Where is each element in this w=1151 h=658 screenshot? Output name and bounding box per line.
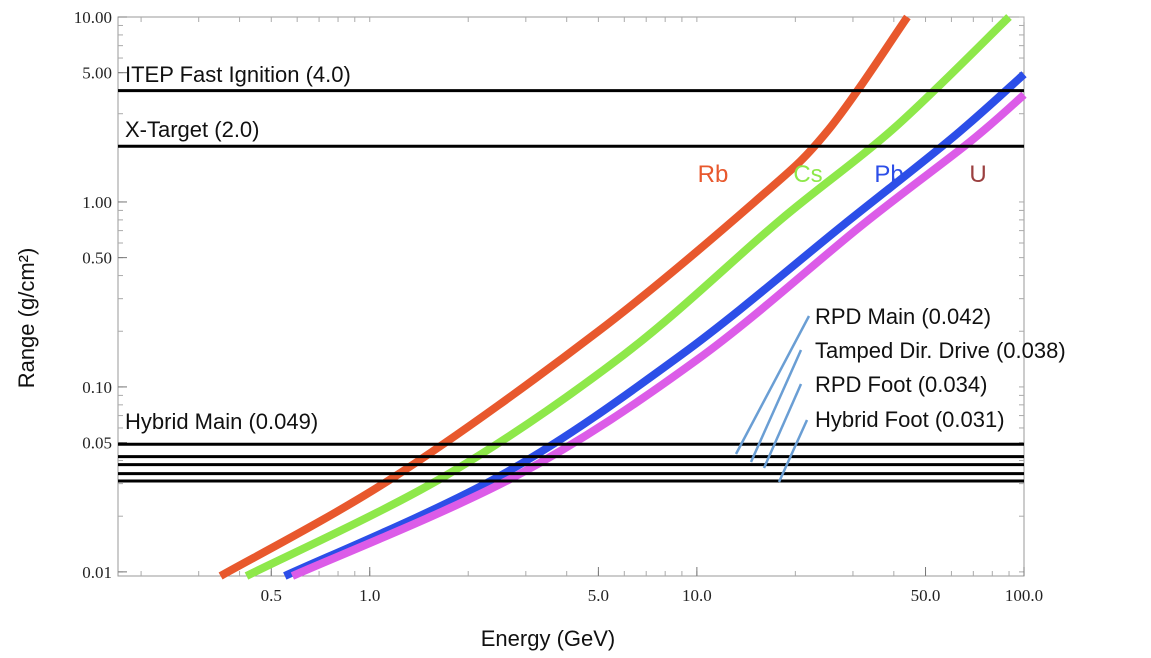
annotation-leader-4 <box>777 419 809 483</box>
reference-line-label-7: Hybrid Foot (0.031) <box>815 407 1005 432</box>
reference-lines <box>118 89 1024 483</box>
x-axis-title: Energy (GeV) <box>481 626 616 651</box>
reference-line-label-5: Tamped Dir. Drive (0.038) <box>815 338 1066 363</box>
y-tick-label: 5.00 <box>82 64 112 83</box>
annotation-leader-1 <box>734 315 811 455</box>
series-line-pb <box>283 71 1027 580</box>
reference-line-label-4: RPD Main (0.042) <box>815 304 991 329</box>
annotation-leader-2 <box>749 349 803 463</box>
x-tick-label: 50.0 <box>911 586 941 605</box>
x-tick-label: 100.0 <box>1005 586 1043 605</box>
reference-line-label-6: RPD Foot (0.034) <box>815 372 987 397</box>
series-line-cs <box>244 14 1012 580</box>
y-tick-labels: 0.01 0.05 0.10 0.50 1.00 5.00 10.00 <box>74 8 112 582</box>
series-label-rb: Rb <box>698 161 729 188</box>
y-tick-label: 0.05 <box>82 434 112 453</box>
y-tick-label: 0.01 <box>82 563 112 582</box>
reference-line-label-2: X-Target (2.0) <box>125 117 260 142</box>
x-tick-label: 5.0 <box>588 586 609 605</box>
y-tick-label: 0.10 <box>82 378 112 397</box>
y-tick-label: 10.00 <box>74 8 112 27</box>
x-tick-label: 0.5 <box>261 586 282 605</box>
plot-frame <box>117 16 1025 577</box>
x-tick-labels: 0.5 1.0 5.0 10.0 50.0 100.0 <box>261 586 1043 605</box>
y-tick-label: 1.00 <box>82 193 112 212</box>
series-label-cs: Cs <box>793 161 822 188</box>
series-label-pb: Pb <box>874 161 903 188</box>
annotation-leader-3 <box>762 383 803 469</box>
y-axis-title: Range (g/cm²) <box>14 248 39 389</box>
reference-line-labels: ITEP Fast Ignition (4.0) X-Target (2.0) Hy… <box>125 62 1066 434</box>
reference-line-label-3: Hybrid Main (0.049) <box>125 409 318 434</box>
annotation-leaders <box>734 315 811 483</box>
major-ticks <box>118 16 1025 576</box>
series-line-rb <box>218 14 911 580</box>
series-label-u: U <box>969 161 986 188</box>
series-lines <box>218 14 1027 580</box>
x-tick-label: 10.0 <box>682 586 712 605</box>
minor-ticks <box>118 16 1025 576</box>
y-tick-label: 0.50 <box>82 249 112 268</box>
reference-line-label-1: ITEP Fast Ignition (4.0) <box>125 62 351 87</box>
x-tick-label: 1.0 <box>359 586 380 605</box>
series-labels: Rb Cs Pb U <box>698 161 987 188</box>
